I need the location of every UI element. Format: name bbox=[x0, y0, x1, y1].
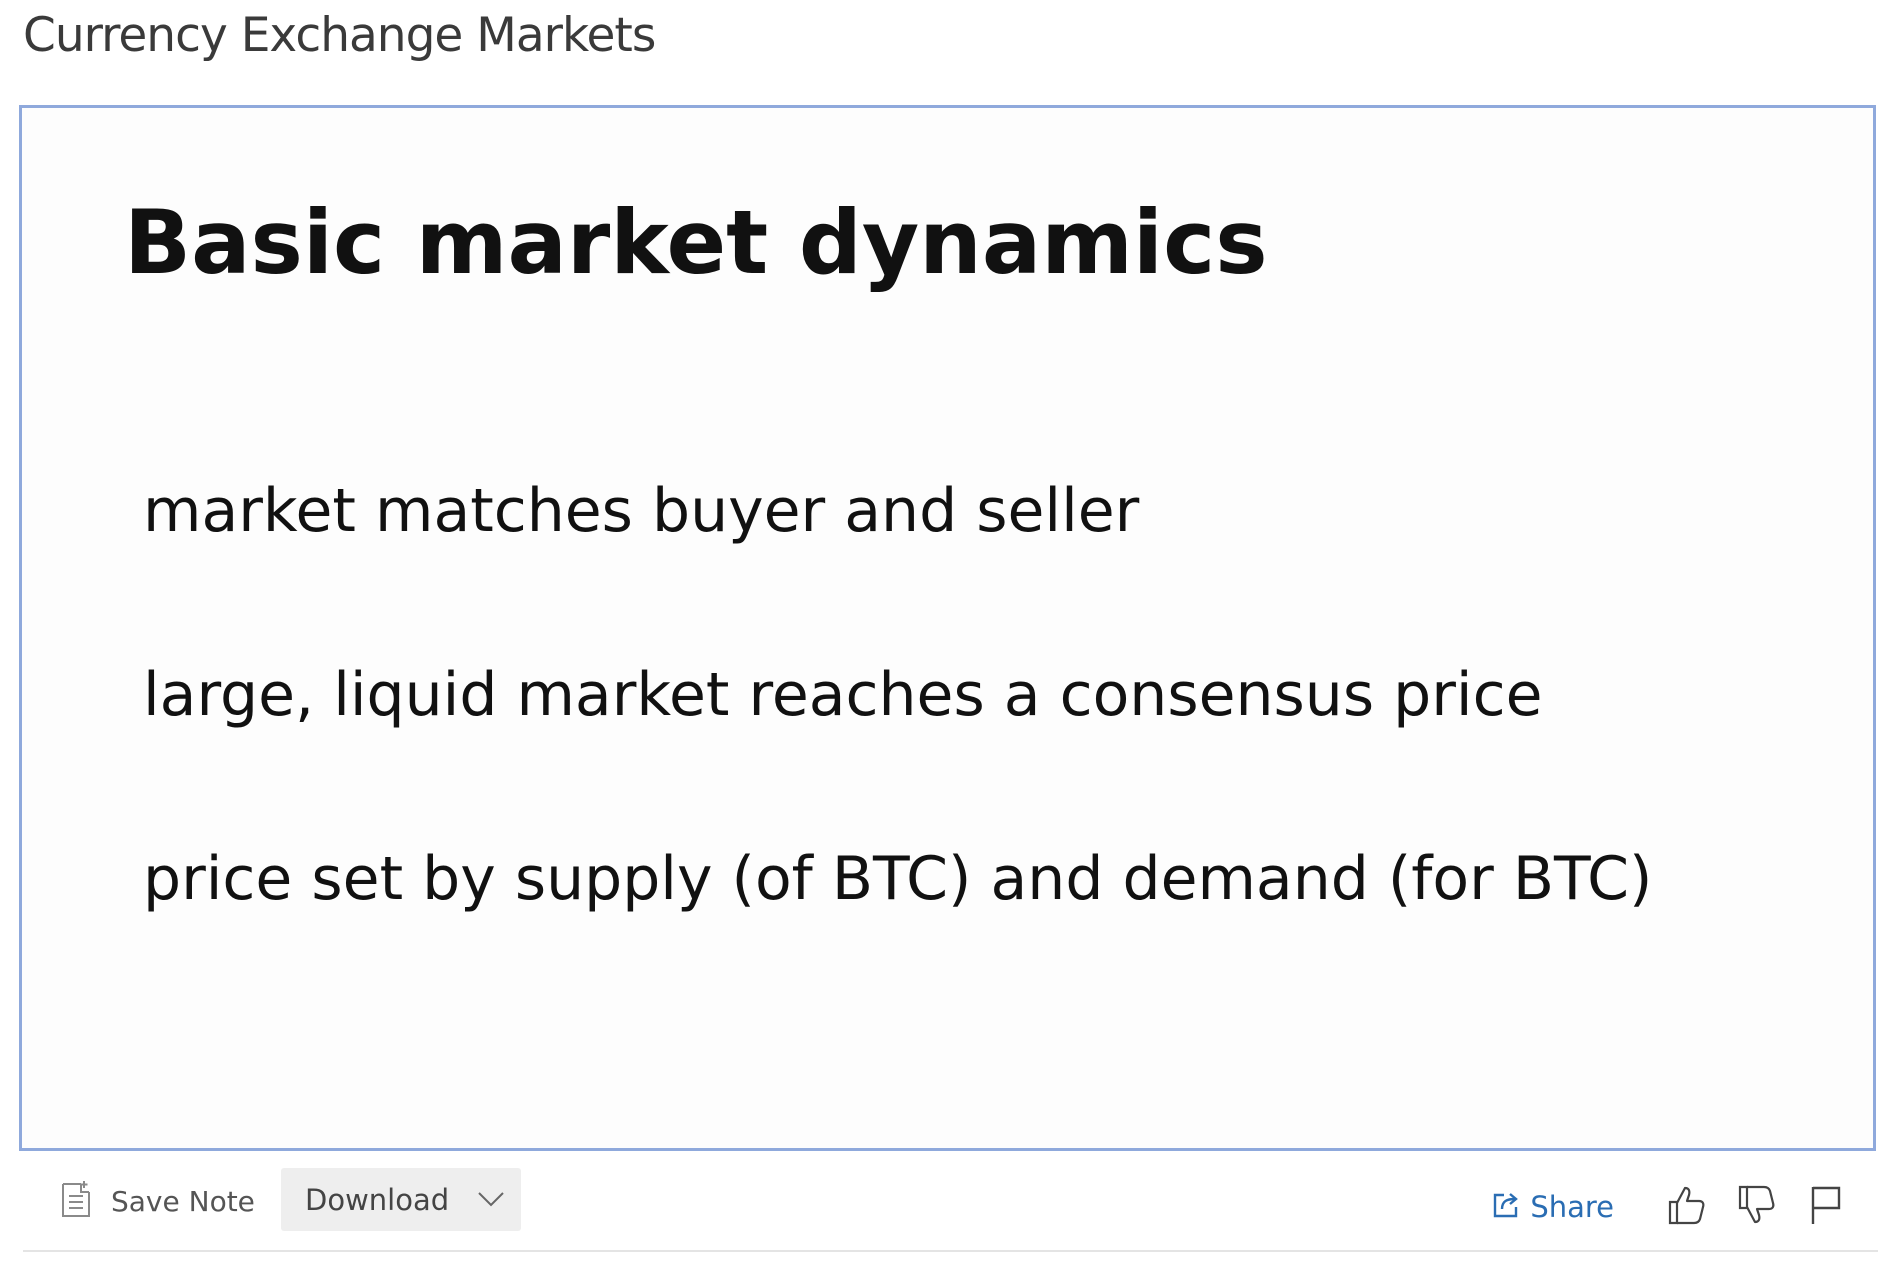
share-button[interactable]: Share bbox=[1492, 1190, 1614, 1224]
thumbs-down-icon bbox=[1736, 1184, 1776, 1231]
flag-button[interactable] bbox=[1804, 1184, 1848, 1230]
slide-toolbar: Save Note Download Share bbox=[23, 1164, 1878, 1252]
slide-bullet: large, liquid market reaches a consensus… bbox=[143, 660, 1543, 730]
slide-heading: Basic market dynamics bbox=[124, 191, 1268, 294]
thumbs-up-icon bbox=[1666, 1184, 1706, 1231]
slide-viewer[interactable]: Basic market dynamics market matches buy… bbox=[19, 105, 1876, 1151]
page-title: Currency Exchange Markets bbox=[23, 8, 656, 63]
share-icon bbox=[1492, 1191, 1520, 1224]
share-label: Share bbox=[1530, 1190, 1614, 1224]
download-label: Download bbox=[305, 1182, 450, 1217]
slide-bullet: price set by supply (of BTC) and demand … bbox=[143, 844, 1653, 914]
feedback-actions: Share bbox=[1492, 1184, 1848, 1230]
download-button[interactable]: Download bbox=[281, 1168, 521, 1231]
flag-icon bbox=[1809, 1184, 1843, 1231]
slide-bullet: market matches buyer and seller bbox=[143, 476, 1140, 546]
save-note-label: Save Note bbox=[111, 1184, 255, 1218]
chevron-down-icon[interactable] bbox=[477, 1190, 505, 1213]
save-note-button[interactable]: Save Note bbox=[61, 1178, 255, 1224]
note-icon bbox=[61, 1180, 91, 1223]
like-button[interactable] bbox=[1664, 1184, 1708, 1230]
dislike-button[interactable] bbox=[1734, 1184, 1778, 1230]
